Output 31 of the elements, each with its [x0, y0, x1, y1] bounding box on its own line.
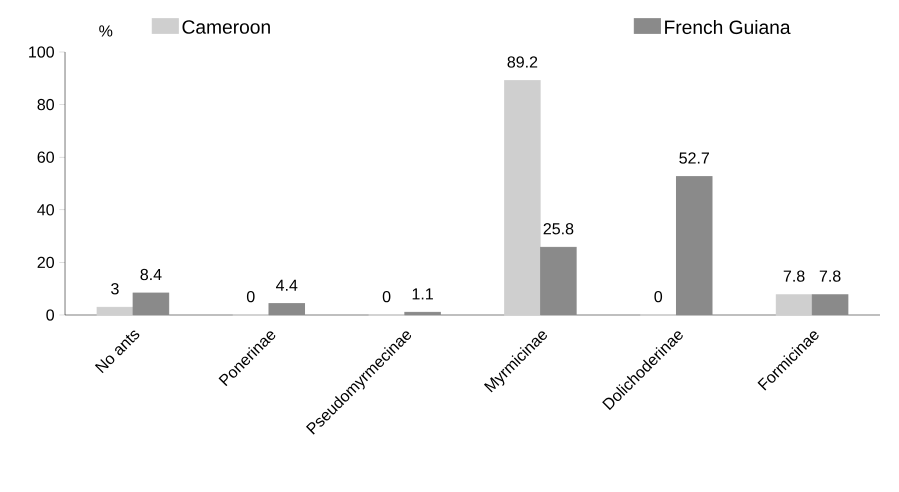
y-tick-label: 0: [46, 309, 54, 321]
data-label: 4.4: [276, 280, 298, 291]
data-label: 89.2: [508, 56, 538, 68]
data-label: 7.8: [820, 270, 840, 282]
y-axis-title: %: [99, 25, 112, 37]
y-tick-label: 20: [38, 256, 54, 268]
bar: [504, 80, 541, 316]
legend-label: Cameroon: [182, 20, 270, 34]
bar: [812, 294, 848, 316]
data-label: 0: [246, 290, 255, 302]
data-label: 25.8: [544, 223, 574, 234]
bar: [676, 176, 713, 316]
bar: [96, 306, 134, 316]
data-label: 0: [654, 290, 662, 302]
bar: [132, 292, 170, 316]
y-tick-label: 60: [38, 152, 54, 163]
legend-label: French Guiana: [665, 20, 791, 34]
data-label: 3: [111, 283, 119, 294]
bar: [776, 294, 812, 316]
data-label: 7.8: [784, 270, 804, 282]
y-tick-label: 80: [38, 98, 54, 110]
bar: [540, 246, 577, 316]
bar: [404, 312, 441, 316]
data-label: 0: [382, 290, 390, 302]
bar: [268, 303, 306, 316]
data-label: 52.7: [679, 152, 710, 164]
y-tick-label: 40: [37, 204, 54, 216]
data-label: 8.4: [140, 268, 162, 280]
x-tick-label: No ants: [94, 330, 140, 374]
y-tick-label: 100: [29, 46, 54, 58]
data-label: 1.1: [412, 288, 433, 300]
